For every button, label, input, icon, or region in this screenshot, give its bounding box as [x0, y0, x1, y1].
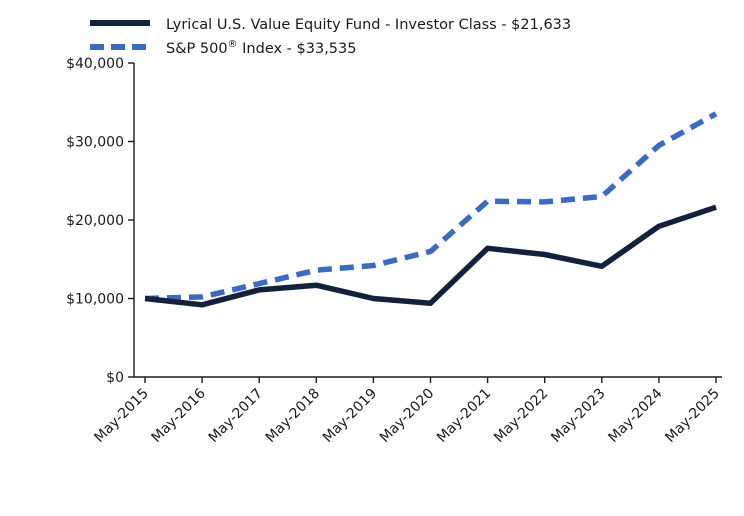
y-tick-label: $40,000 — [66, 56, 124, 72]
x-tick-label: May-2016 — [149, 385, 209, 445]
y-tick-label: $10,000 — [66, 292, 124, 308]
y-tick-label: $20,000 — [66, 213, 124, 229]
x-tick-label: May-2019 — [320, 386, 380, 446]
x-tick-label: May-2020 — [377, 386, 437, 446]
x-tick-label: May-2024 — [605, 385, 665, 445]
legend-label-index: S&P 500® Index - $33,535 — [166, 39, 357, 57]
x-tick-label: May-2021 — [434, 386, 494, 446]
legend-label-fund: Lyrical U.S. Value Equity Fund - Investo… — [166, 17, 571, 33]
x-tick-label: May-2025 — [662, 386, 722, 446]
series-line-index — [144, 111, 718, 302]
legend: Lyrical U.S. Value Equity Fund - Investo… — [90, 17, 571, 57]
series-line-fund — [144, 204, 717, 308]
x-tick-label: May-2017 — [206, 386, 266, 446]
x-tick-label: May-2018 — [263, 386, 323, 446]
x-tick-label: May-2022 — [491, 386, 551, 446]
y-tick-label: $0 — [106, 370, 124, 386]
series-layer — [144, 111, 718, 308]
x-tick-label: May-2023 — [548, 386, 608, 446]
y-tick-label: $30,000 — [66, 135, 124, 151]
x-tick-label: May-2015 — [91, 386, 151, 446]
